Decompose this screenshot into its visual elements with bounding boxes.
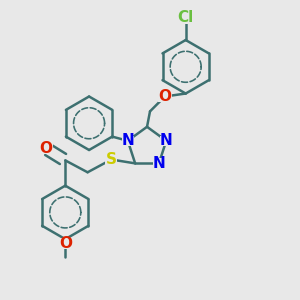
Text: Cl: Cl [178,10,194,25]
Bar [58,238,72,249]
Bar [158,91,172,102]
Bar [39,143,53,154]
Text: S: S [106,152,117,167]
Bar [175,12,196,24]
Bar [122,136,134,146]
Text: N: N [152,156,165,171]
Bar [153,158,165,169]
Text: O: O [158,89,171,104]
Bar [160,136,172,146]
Text: O: O [40,141,52,156]
Text: N: N [160,133,172,148]
Text: O: O [59,236,72,251]
Text: N: N [122,133,134,148]
Bar [105,154,117,165]
